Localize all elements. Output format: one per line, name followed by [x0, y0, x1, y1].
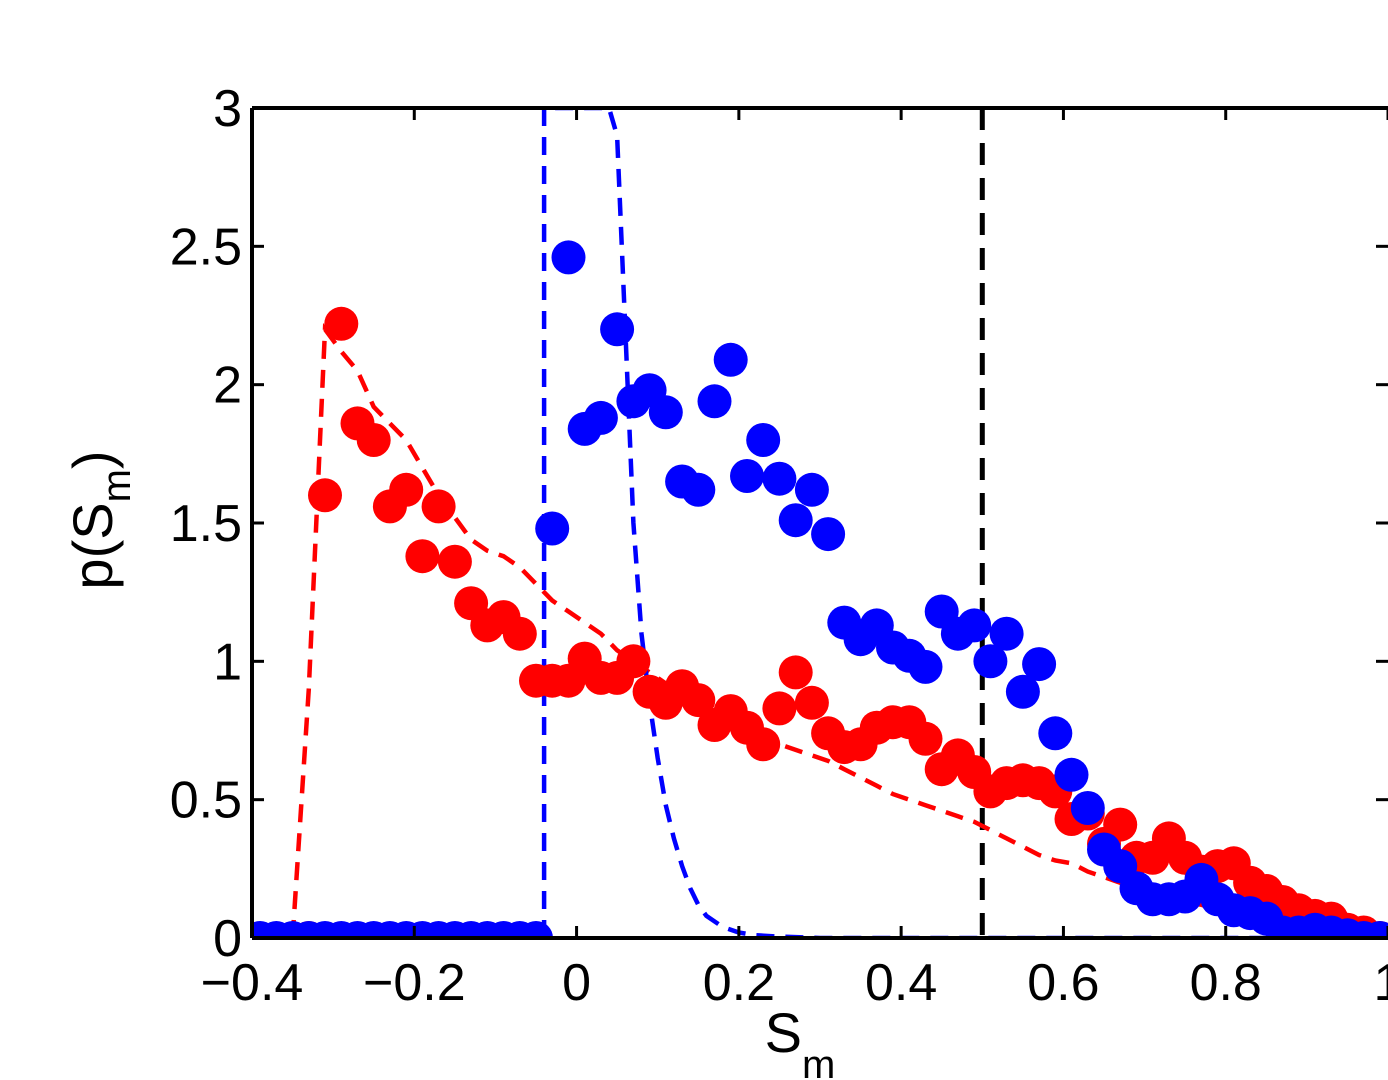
y-tick-label: 1.5: [170, 495, 242, 553]
plot-area: [252, 108, 1388, 938]
data-point: [600, 312, 635, 347]
data-point: [794, 685, 829, 720]
data-point: [746, 727, 781, 762]
y-tick-label: 1: [213, 633, 242, 691]
data-point: [519, 921, 553, 938]
data-point: [421, 489, 456, 524]
data-point: [746, 423, 781, 457]
data-point: [908, 721, 943, 756]
data-point: [1070, 791, 1105, 825]
x-axis-label: Sm: [765, 1001, 836, 1080]
data-point: [681, 472, 716, 507]
data-point: [762, 461, 797, 496]
data-point: [989, 616, 1024, 651]
data-point: [583, 400, 618, 435]
data-point: [502, 616, 537, 651]
data-point: [535, 511, 570, 546]
data-point: [389, 472, 424, 507]
y-tick-label: 0.5: [170, 772, 242, 830]
data-point: [437, 544, 472, 579]
data-point: [1022, 647, 1057, 682]
data-point: [616, 644, 651, 679]
data-point: [1005, 674, 1040, 709]
x-tick-label: 0: [562, 954, 591, 1012]
x-tick-label: 1: [1374, 954, 1388, 1012]
data-point: [762, 691, 797, 726]
tick-labels: −0.4 −0.2 0 0.2 0.4 0.6 0.8 1 0 0.5 1 1.5 2 2.5 3: [170, 80, 1388, 1012]
axes: [250, 106, 1388, 940]
dashed-line-series-2: [541, 108, 1388, 938]
data-point: [681, 683, 716, 718]
data-point: [308, 478, 342, 513]
data-point: [1362, 921, 1388, 938]
x-tick-label: 0.8: [1190, 954, 1262, 1012]
data-point: [551, 240, 586, 275]
x-tick-label: 0.4: [865, 954, 937, 1012]
data-point: [957, 608, 992, 643]
data-point: [778, 655, 813, 690]
y-tick-label: 0: [213, 910, 242, 968]
data-point: [778, 503, 813, 538]
data-point: [794, 472, 829, 507]
y-tick-label: 2.5: [170, 218, 242, 276]
data-point: [1038, 716, 1073, 751]
data-point: [908, 649, 943, 684]
data-point: [730, 459, 764, 493]
data-point: [697, 384, 732, 419]
data-point: [973, 644, 1008, 679]
y-axis-label: p(Sm): [61, 450, 139, 589]
data-point: [356, 423, 391, 457]
data-point: [811, 517, 846, 552]
data-point: [648, 395, 683, 430]
data-point: [1103, 807, 1138, 842]
data-point: [324, 306, 359, 341]
x-tick-label: −0.2: [363, 954, 466, 1012]
x-tick-label: 0.2: [703, 954, 775, 1012]
data-point: [1054, 757, 1089, 792]
data-point: [405, 539, 440, 574]
y-tick-label: 3: [213, 80, 242, 138]
data-point: [713, 342, 748, 377]
x-tick-label: 0.6: [1027, 954, 1099, 1012]
y-tick-label: 2: [213, 357, 242, 415]
x-tick-label: −0.4: [201, 954, 304, 1012]
